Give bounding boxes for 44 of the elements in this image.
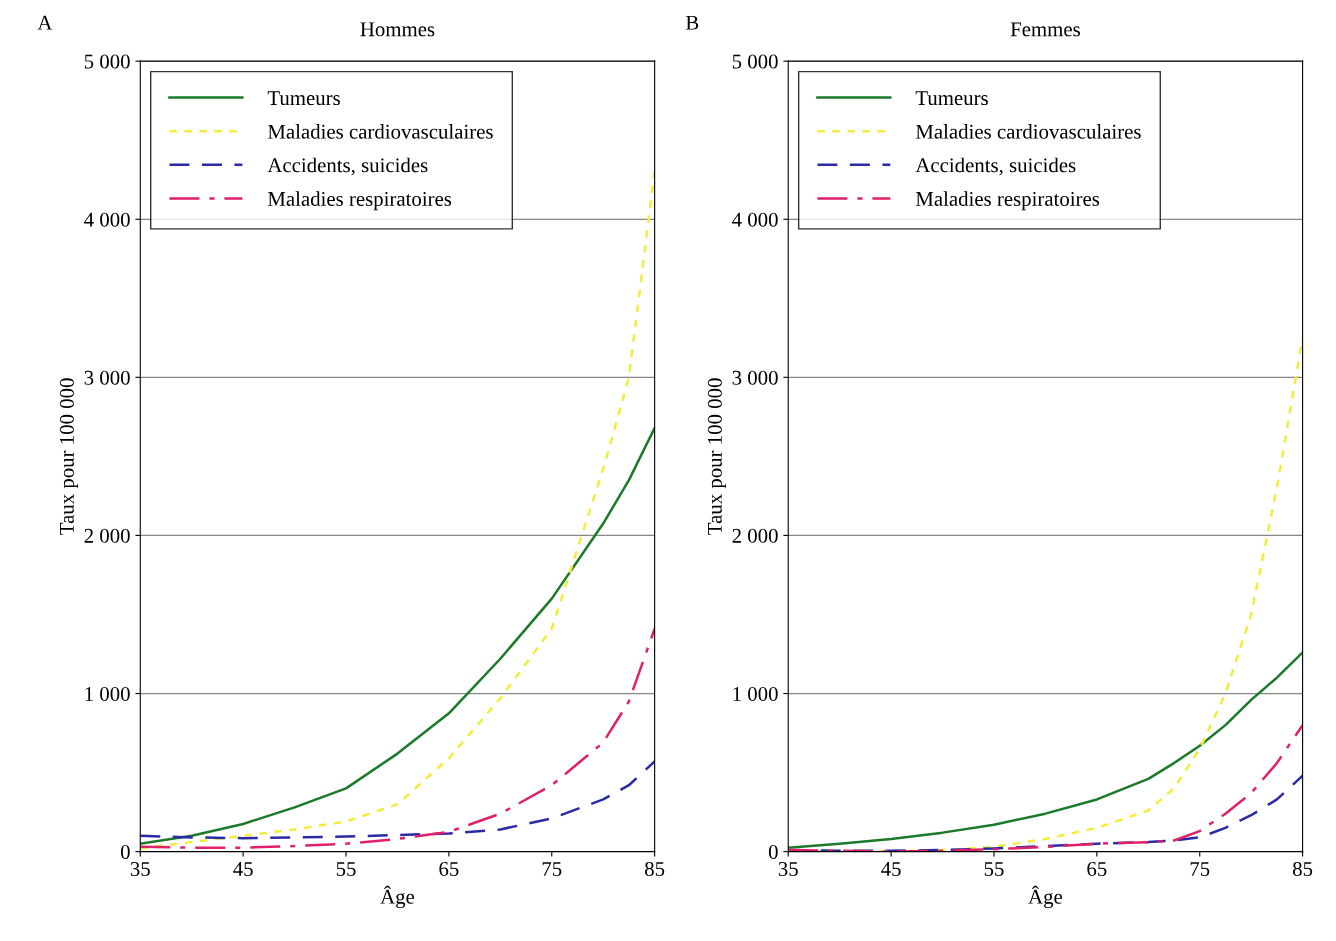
y-tick-label: 5 000 (732, 54, 778, 69)
legend-label: Tumeurs (267, 91, 340, 106)
x-tick-label: 35 (130, 861, 150, 876)
y-tick-label: 1 000 (85, 686, 130, 701)
x-tick-label: 55 (984, 862, 1004, 876)
y-tick-label: 3 000 (732, 370, 778, 385)
legend-label: Maladies cardiovasculaires (267, 124, 493, 139)
y-tick-label: 0 (768, 844, 778, 860)
x-tick-label: 45 (881, 862, 901, 876)
chart-title: Femmes (1010, 22, 1080, 37)
legend-label: Tumeurs (915, 91, 988, 106)
legend-label: Maladies cardiovasculaires (915, 124, 1141, 139)
x-tick-label: 85 (1292, 861, 1313, 876)
text: A (37, 15, 53, 30)
chart-title: Hommes (360, 22, 435, 37)
y-tick-label: 2 000 (84, 528, 130, 543)
legend-label: Accidents, suicides (915, 157, 1076, 176)
x-tick-label: 65 (1087, 861, 1107, 876)
legend-label: Maladies respiratoires (267, 191, 452, 211)
line-series (140, 760, 655, 840)
x-axis-title: Âge (380, 885, 415, 909)
line-series (788, 651, 1303, 849)
y-tick-label: 0 (120, 844, 130, 860)
x-tick-label: 65 (439, 861, 459, 876)
x-axis-title: Âge (1028, 885, 1063, 909)
x-tick-label: 85 (645, 861, 665, 876)
x-tick-label: 55 (336, 862, 356, 876)
y-tick-label: 4 000 (84, 212, 130, 227)
text: B (685, 15, 699, 30)
y-tick-label: 1 000 (733, 686, 778, 701)
legend-label: Accidents, suicides (267, 157, 428, 176)
line-series (140, 627, 655, 849)
x-tick-label: 35 (778, 861, 798, 876)
x-tick-label: 75 (1190, 862, 1210, 876)
y-tick-label: 2 000 (732, 528, 778, 543)
y-axis-title: Taux pour 100 000 (59, 378, 79, 535)
x-tick-label: 45 (233, 862, 253, 876)
legend-label: Maladies respiratoires (915, 191, 1100, 211)
y-tick-label: 4 000 (732, 212, 778, 227)
y-tick-label: 5 000 (84, 54, 130, 69)
y-axis-title: Taux pour 100 000 (707, 378, 727, 535)
y-tick-label: 3 000 (84, 370, 130, 385)
x-tick-label: 75 (542, 862, 562, 876)
line-series (140, 426, 655, 845)
